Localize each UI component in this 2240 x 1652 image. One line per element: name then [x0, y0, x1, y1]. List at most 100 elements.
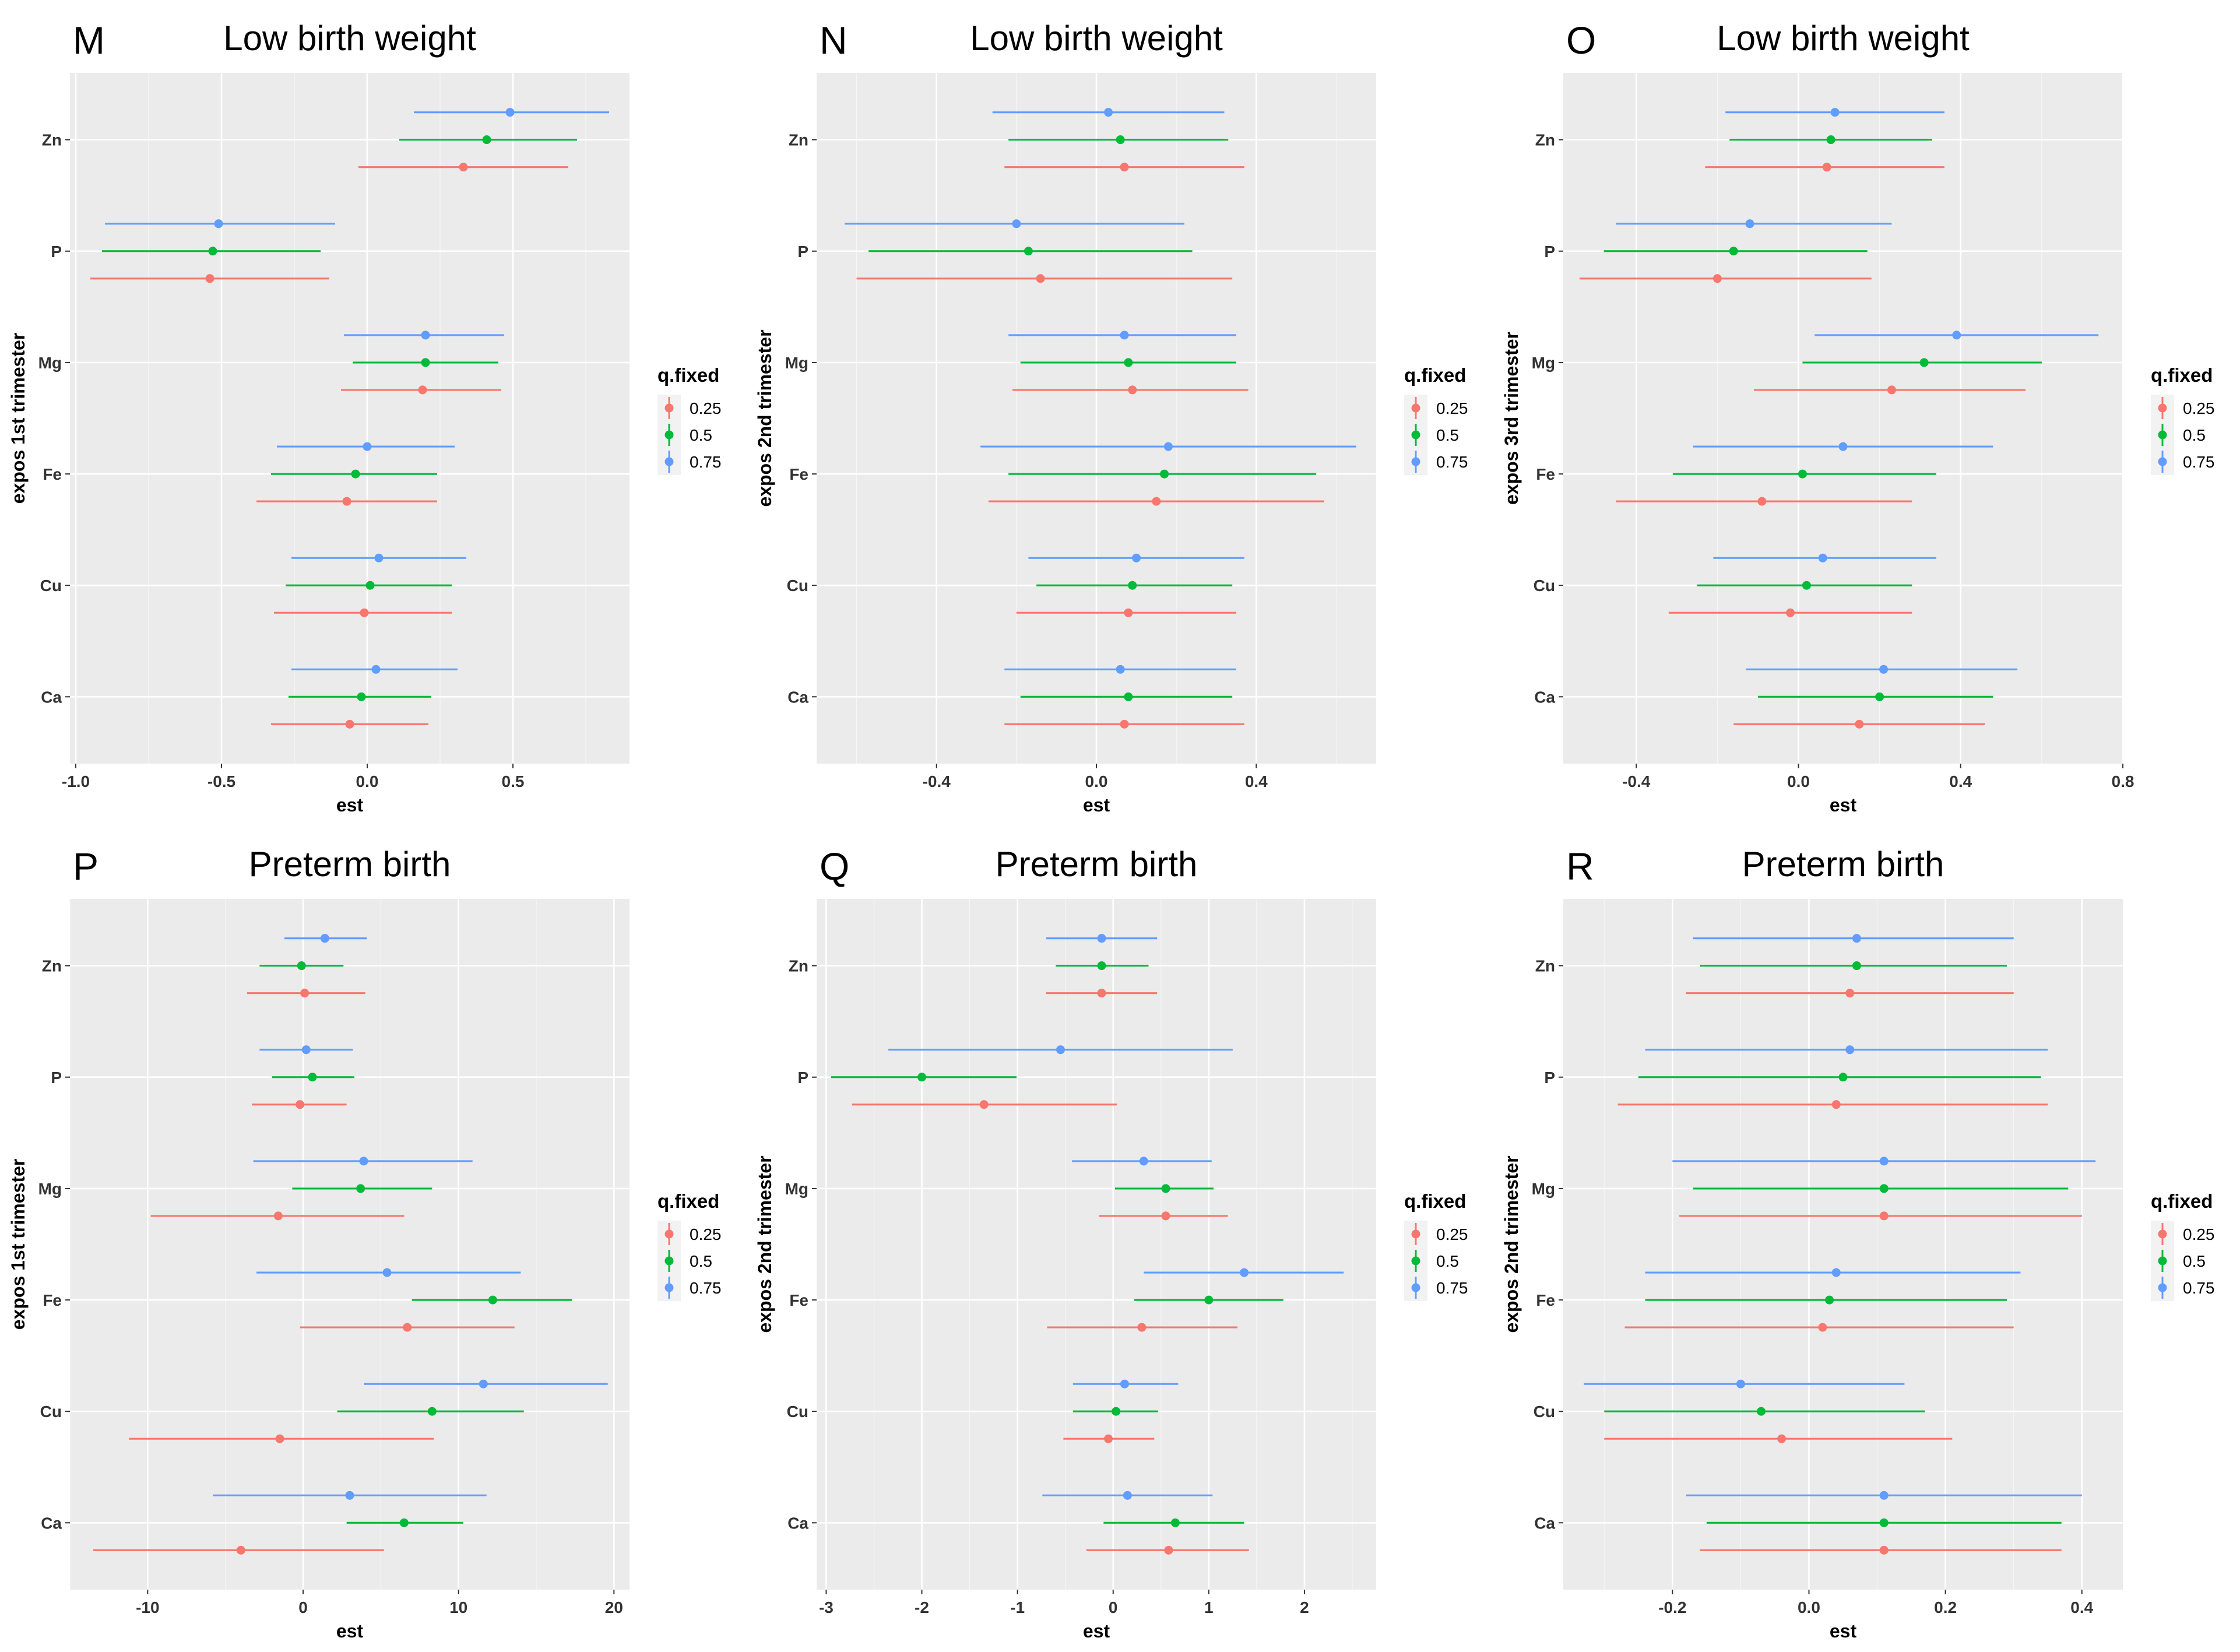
estimate-point	[1123, 1491, 1132, 1500]
estimate-point	[208, 247, 217, 256]
estimate-point	[320, 934, 329, 943]
panel-title: Preterm birth	[1742, 845, 1944, 884]
estimate-point	[1845, 989, 1855, 998]
legend-label: 0.25	[690, 399, 722, 417]
legend-label: 0.5	[690, 1252, 712, 1270]
estimate-point	[1124, 692, 1133, 701]
y-tick-label: Cu	[40, 1403, 62, 1421]
chart-svg: N Low birth weight -0.4 0.0 0.4 Ca Cu Fe Mg P Zn es…	[754, 19, 1468, 816]
estimate-point	[214, 219, 223, 229]
estimate-point	[363, 442, 372, 451]
y-tick-label: Fe	[43, 1291, 62, 1309]
estimate-point	[1879, 1491, 1889, 1500]
legend-key-point	[664, 1283, 674, 1292]
estimate-point	[1798, 469, 1807, 479]
legend-label: 0.75	[1436, 1279, 1468, 1297]
panel-title: Low birth weight	[223, 19, 476, 58]
legend-title: q.fixed	[1404, 364, 1466, 386]
y-tick-label: Zn	[42, 131, 62, 149]
estimate-point	[365, 581, 375, 590]
estimate-point	[1757, 1407, 1766, 1416]
estimate-point	[275, 1434, 284, 1443]
estimate-point	[1152, 497, 1161, 506]
estimate-point	[1139, 1157, 1148, 1166]
x-axis-title: est	[1830, 795, 1857, 816]
y-tick-label: Fe	[789, 1291, 808, 1309]
estimate-point	[1164, 1545, 1173, 1555]
x-tick-label: 1	[1204, 1598, 1214, 1616]
y-tick-label: Fe	[789, 465, 808, 483]
estimate-point	[1161, 1211, 1170, 1221]
legend-label: 0.5	[2183, 1252, 2206, 1270]
estimate-point	[1879, 1184, 1889, 1193]
x-axis-title: est	[1083, 795, 1110, 816]
estimate-point	[479, 1379, 488, 1389]
y-axis-title: expos 1st trimester	[8, 333, 29, 504]
estimate-point	[1128, 581, 1137, 590]
x-tick-label: -1	[1010, 1598, 1025, 1616]
estimate-point	[1036, 274, 1045, 283]
panel-r: R Preterm birth -0.2 0.0 0.2 0.4 Ca Cu Fe Mg P Zn es…	[1493, 826, 2240, 1652]
legend-key-point	[2158, 430, 2167, 440]
panel-n: N Low birth weight -0.4 0.0 0.4 Ca Cu Fe Mg P Zn es…	[747, 0, 1493, 826]
y-tick-label: Fe	[1536, 1291, 1555, 1309]
y-tick-label: P	[797, 1068, 808, 1087]
legend-key-point	[1411, 1283, 1420, 1292]
x-tick-label: 0	[1109, 1598, 1118, 1616]
y-tick-label: Ca	[787, 1514, 808, 1532]
estimate-point	[399, 1518, 409, 1527]
estimate-point	[1124, 608, 1133, 617]
estimate-point	[403, 1323, 412, 1332]
estimate-point	[488, 1295, 497, 1305]
legend-key-point	[1411, 457, 1420, 466]
y-axis-title: expos 3rd trimester	[1501, 332, 1522, 505]
estimate-point	[1163, 442, 1173, 451]
y-tick-label: Mg	[1532, 354, 1555, 372]
y-tick-label: Zn	[42, 957, 62, 975]
estimate-point	[300, 989, 310, 998]
x-tick-label: 0.0	[1798, 1598, 1820, 1616]
x-tick-label: 0.0	[356, 772, 379, 790]
y-tick-label: Ca	[1534, 688, 1555, 706]
x-tick-label: 0.4	[1949, 772, 1972, 790]
estimate-point	[1822, 163, 1831, 172]
legend-label: 0.5	[690, 426, 712, 444]
x-tick-label: 0	[298, 1598, 308, 1616]
estimate-point	[360, 608, 369, 617]
estimate-point	[1952, 331, 1961, 340]
y-tick-label: Cu	[1534, 577, 1555, 595]
estimate-point	[371, 665, 381, 674]
legend-label: 0.25	[1436, 1225, 1468, 1243]
legend-label: 0.25	[2183, 1225, 2215, 1243]
estimate-point	[1736, 1379, 1745, 1389]
estimate-point	[273, 1211, 283, 1221]
estimate-point	[1712, 274, 1722, 283]
x-tick-label: -3	[819, 1598, 834, 1616]
y-axis-title: expos 2nd trimester	[754, 329, 775, 507]
estimate-point	[505, 108, 515, 117]
estimate-point	[418, 385, 427, 395]
chart-svg: Q Preterm birth -3 -2 -1 0 1 2 Ca Cu Fe Mg P Zn est exp…	[754, 845, 1468, 1642]
x-tick-label: 0.2	[1934, 1598, 1957, 1616]
legend-key-point	[2158, 457, 2167, 466]
estimate-point	[1160, 469, 1169, 479]
estimate-point	[421, 358, 430, 367]
estimate-point	[1852, 934, 1861, 943]
estimate-point	[357, 692, 366, 701]
plot-background	[1563, 73, 2123, 764]
legend-key-point	[2158, 403, 2167, 413]
estimate-point	[917, 1073, 927, 1082]
y-tick-label: P	[51, 242, 62, 261]
x-tick-label: -1.0	[62, 772, 90, 790]
panel-q: Q Preterm birth -3 -2 -1 0 1 2 Ca Cu Fe Mg P Zn est exp…	[747, 826, 1493, 1652]
x-axis-title: est	[1830, 1621, 1857, 1642]
estimate-point	[1818, 1323, 1827, 1332]
chart-svg: M Low birth weight -1.0 -0.5 0.0 0.5 Ca Cu Fe Mg P…	[8, 19, 722, 816]
estimate-point	[1838, 442, 1848, 451]
estimate-point	[345, 719, 354, 729]
panel-p: P Preterm birth -10 0 10 20 Ca Cu Fe Mg P Zn est expo…	[0, 826, 747, 1652]
estimate-point	[1120, 719, 1129, 729]
estimate-point	[1116, 135, 1125, 145]
y-tick-label: Fe	[43, 465, 62, 483]
